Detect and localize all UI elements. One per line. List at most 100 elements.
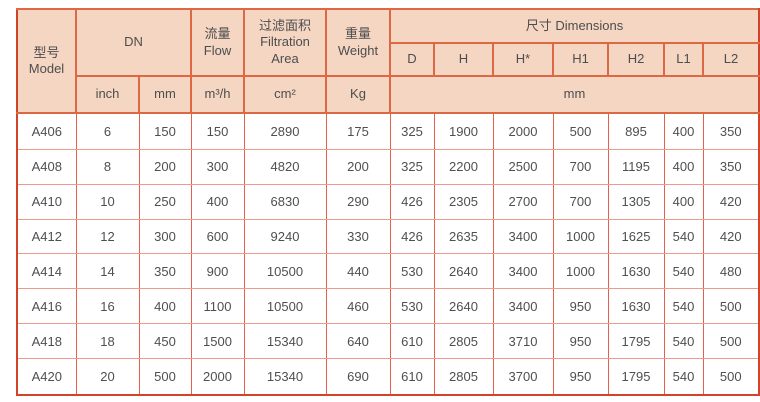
value-cell: 1630 <box>607 253 665 290</box>
value-cell: 480 <box>702 253 760 290</box>
model-cell: A406 <box>16 112 77 150</box>
value-cell: 15340 <box>243 358 327 396</box>
value-cell: 2500 <box>492 148 554 185</box>
value-cell: 330 <box>325 218 391 255</box>
value-cell: 420 <box>702 183 760 220</box>
value-cell: 290 <box>325 183 391 220</box>
header-model: 型号 Model <box>16 8 77 114</box>
value-cell: 2635 <box>433 218 494 255</box>
value-cell: 500 <box>138 358 192 396</box>
header-flow: 流量 Flow <box>190 8 245 77</box>
value-cell: 400 <box>663 183 704 220</box>
header-dim-h1: H1 <box>552 42 609 77</box>
value-cell: 420 <box>702 218 760 255</box>
table-row: A418 18 450 1500 15340 640 610 2805 3710 950 1795 5… <box>16 323 760 360</box>
header-dimensions: 尺寸 Dimensions <box>389 8 760 44</box>
value-cell: 2000 <box>492 112 554 150</box>
value-cell: 895 <box>607 112 665 150</box>
table-row: A406 6 150 150 2890 175 325 1900 2000 500 895 400 35… <box>16 112 760 150</box>
value-cell: 1195 <box>607 148 665 185</box>
value-cell: 15340 <box>243 323 327 360</box>
header-weight: 重量 Weight <box>325 8 391 77</box>
value-cell: 14 <box>75 253 140 290</box>
value-cell: 460 <box>325 288 391 325</box>
value-cell: 2640 <box>433 253 494 290</box>
value-cell: 640 <box>325 323 391 360</box>
value-cell: 400 <box>663 112 704 150</box>
value-cell: 9240 <box>243 218 327 255</box>
model-cell: A418 <box>16 323 77 360</box>
value-cell: 16 <box>75 288 140 325</box>
value-cell: 350 <box>702 148 760 185</box>
value-cell: 10500 <box>243 253 327 290</box>
value-cell: 950 <box>552 288 609 325</box>
header-dim-l1: L1 <box>663 42 704 77</box>
value-cell: 2000 <box>190 358 245 396</box>
value-cell: 600 <box>190 218 245 255</box>
value-cell: 20 <box>75 358 140 396</box>
value-cell: 690 <box>325 358 391 396</box>
value-cell: 175 <box>325 112 391 150</box>
value-cell: 540 <box>663 253 704 290</box>
value-cell: 440 <box>325 253 391 290</box>
header-row-dim-columns: D H H* H1 H2 L1 L2 <box>17 42 760 77</box>
value-cell: 2805 <box>433 358 494 396</box>
value-cell: 8 <box>75 148 140 185</box>
spec-table: 型号 Model DN 流量 Flow 过滤面积 Filtration Area… <box>16 8 760 396</box>
value-cell: 540 <box>663 288 704 325</box>
value-cell: 1900 <box>433 112 494 150</box>
table-row: A420 20 500 2000 15340 690 610 2805 3700 950 1795 5… <box>16 358 760 396</box>
value-cell: 10 <box>75 183 140 220</box>
value-cell: 530 <box>389 288 435 325</box>
value-cell: 300 <box>190 148 245 185</box>
value-cell: 1000 <box>552 253 609 290</box>
value-cell: 426 <box>389 218 435 255</box>
table-row: A410 10 250 400 6830 290 426 2305 2700 700 1305 400… <box>16 183 760 220</box>
value-cell: 250 <box>138 183 192 220</box>
header-unit-weight: Kg <box>325 75 391 114</box>
value-cell: 3400 <box>492 218 554 255</box>
value-cell: 500 <box>702 288 760 325</box>
model-cell: A420 <box>16 358 77 396</box>
header-row-units: inch mm m³/h cm² Kg mm <box>17 75 760 114</box>
header-unit-flow: m³/h <box>190 75 245 114</box>
model-cell: A416 <box>16 288 77 325</box>
value-cell: 610 <box>389 323 435 360</box>
table-header: 型号 Model DN 流量 Flow 过滤面积 Filtration Area… <box>16 8 760 114</box>
value-cell: 12 <box>75 218 140 255</box>
value-cell: 700 <box>552 183 609 220</box>
value-cell: 610 <box>389 358 435 396</box>
value-cell: 950 <box>552 358 609 396</box>
model-cell: A414 <box>16 253 77 290</box>
value-cell: 400 <box>138 288 192 325</box>
value-cell: 500 <box>702 358 760 396</box>
value-cell: 3400 <box>492 288 554 325</box>
value-cell: 1795 <box>607 358 665 396</box>
value-cell: 700 <box>552 148 609 185</box>
table-body: A406 6 150 150 2890 175 325 1900 2000 500 895 400 35… <box>16 112 760 396</box>
value-cell: 1000 <box>552 218 609 255</box>
value-cell: 350 <box>138 253 192 290</box>
value-cell: 150 <box>190 112 245 150</box>
value-cell: 350 <box>702 112 760 150</box>
value-cell: 2805 <box>433 323 494 360</box>
value-cell: 540 <box>663 358 704 396</box>
header-dim-d: D <box>389 42 435 77</box>
value-cell: 1630 <box>607 288 665 325</box>
value-cell: 1100 <box>190 288 245 325</box>
value-cell: 500 <box>552 112 609 150</box>
value-cell: 3710 <box>492 323 554 360</box>
header-dn: DN <box>75 8 192 77</box>
header-dim-l2: L2 <box>702 42 760 77</box>
value-cell: 540 <box>663 323 704 360</box>
value-cell: 18 <box>75 323 140 360</box>
value-cell: 2305 <box>433 183 494 220</box>
value-cell: 2200 <box>433 148 494 185</box>
value-cell: 540 <box>663 218 704 255</box>
table-row: A416 16 400 1100 10500 460 530 2640 3400 950 1630 5… <box>16 288 760 325</box>
table-row: A414 14 350 900 10500 440 530 2640 3400 1000 1630 5… <box>16 253 760 290</box>
value-cell: 2640 <box>433 288 494 325</box>
value-cell: 6830 <box>243 183 327 220</box>
header-filtration-area: 过滤面积 Filtration Area <box>243 8 327 77</box>
value-cell: 900 <box>190 253 245 290</box>
